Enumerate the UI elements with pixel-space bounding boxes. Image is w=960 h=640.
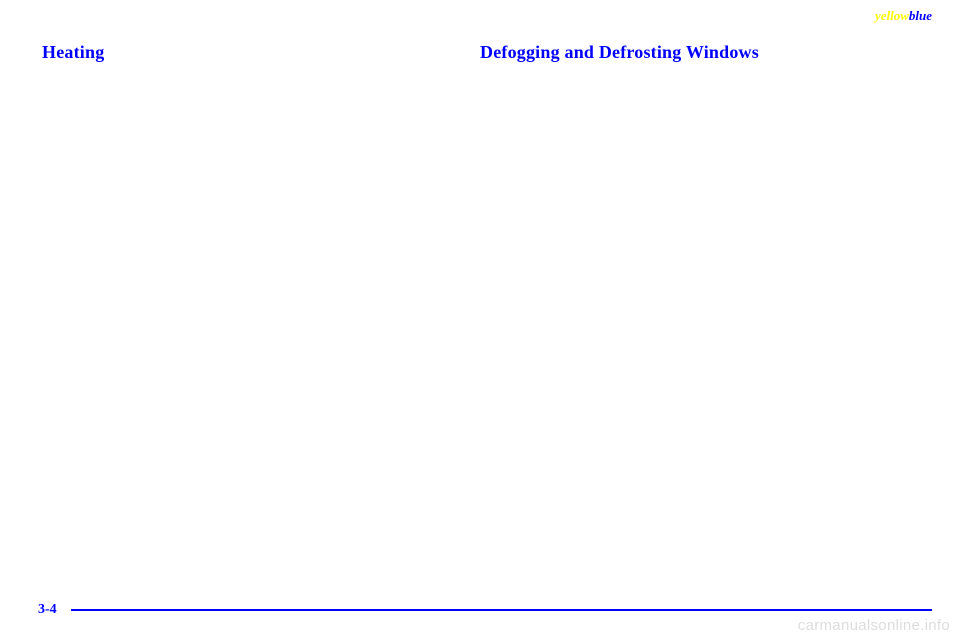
watermark: carmanualsonline.info [798,617,950,634]
header-word-yellow: yellow [875,8,909,23]
right-column: Defogging and Defrosting Windows [480,42,920,63]
heading-heating: Heating [42,42,462,63]
footer-rule [71,609,932,611]
page-number: 3-4 [38,602,57,618]
left-column: Heating [42,42,462,63]
page: yellowblue Heating Defogging and Defrost… [0,0,960,640]
heading-defogging: Defogging and Defrosting Windows [480,42,920,63]
header-word-blue: blue [909,8,932,23]
header-tag: yellowblue [875,8,932,24]
footer: 3-4 [38,602,932,618]
